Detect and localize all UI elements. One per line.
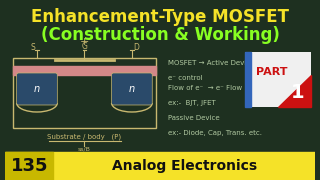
- Bar: [13, 66, 156, 75]
- Text: n: n: [34, 84, 40, 94]
- Text: ex:- Diode, Cap, Trans. etc.: ex:- Diode, Cap, Trans. etc.: [168, 130, 262, 136]
- Bar: [5, 152, 53, 180]
- Text: Passive Device: Passive Device: [168, 115, 220, 121]
- Text: ex:-  BJT, JFET: ex:- BJT, JFET: [168, 100, 215, 106]
- Text: Substrate / body   (P): Substrate / body (P): [47, 134, 122, 140]
- Text: ss/B: ss/B: [78, 147, 91, 152]
- Text: D: D: [133, 42, 139, 51]
- Text: 135: 135: [11, 157, 48, 175]
- Text: e⁻ control: e⁻ control: [168, 75, 202, 81]
- Text: Enhancement-Type MOSFET: Enhancement-Type MOSFET: [31, 8, 289, 26]
- FancyBboxPatch shape: [112, 73, 152, 105]
- Bar: [13, 58, 156, 128]
- Text: +: +: [80, 37, 89, 47]
- FancyBboxPatch shape: [17, 73, 57, 105]
- Text: S: S: [31, 42, 36, 51]
- Text: n: n: [129, 84, 135, 94]
- Text: G: G: [82, 42, 87, 51]
- Bar: [245, 52, 311, 107]
- Bar: [5, 152, 315, 180]
- Text: 1: 1: [291, 82, 304, 102]
- Text: Analog Electronics: Analog Electronics: [112, 159, 257, 173]
- Text: PART: PART: [256, 67, 287, 77]
- Text: (Construction & Working): (Construction & Working): [41, 26, 279, 44]
- Bar: [245, 52, 251, 107]
- Polygon shape: [278, 75, 311, 107]
- Text: Flow of e⁻  → e⁻ Flow: Flow of e⁻ → e⁻ Flow: [168, 85, 242, 91]
- Text: MOSFET → Active Device: MOSFET → Active Device: [168, 60, 254, 66]
